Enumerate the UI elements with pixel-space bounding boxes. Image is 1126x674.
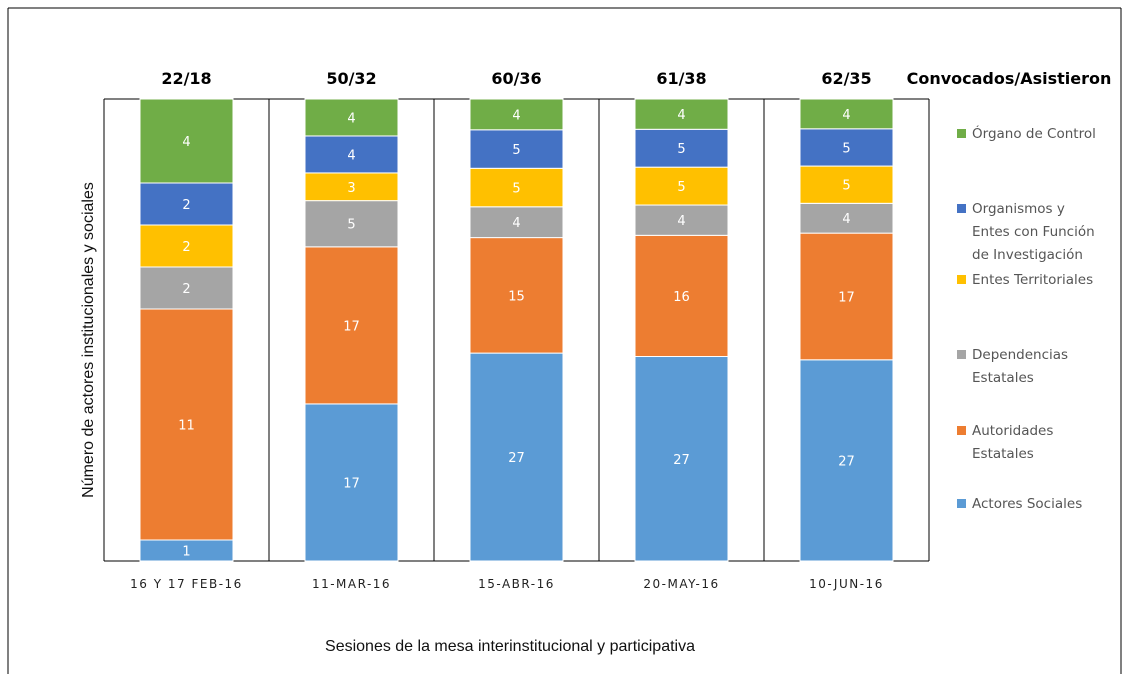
bar-value-label: 15 — [508, 289, 525, 304]
x-tick-label: 15-ABR-16 — [478, 577, 555, 591]
legend: Órgano de Control Organismos y Entes con F… — [957, 124, 1096, 512]
x-tick-labels: 16 Y 17 FEB-16 11-MAR-16 15-ABR-16 20-MAY-1… — [130, 577, 884, 591]
legend-label: Órgano de Control — [972, 124, 1096, 142]
bar-value-label: 17 — [343, 319, 360, 334]
bar-segment — [469, 206, 564, 239]
bar-segment — [634, 356, 729, 562]
bar-value-label: 4 — [677, 214, 685, 229]
bar-segment — [799, 232, 894, 361]
legend-label: Actores Sociales — [972, 496, 1082, 512]
x-axis-title: Sesiones de la mesa interinstitucional y… — [325, 638, 695, 655]
bar-segment — [469, 167, 564, 208]
totals-layer: 22/18 50/32 60/36 61/38 62/35 — [161, 69, 871, 88]
legend-label: Entes Territoriales — [972, 272, 1093, 288]
bar-segment — [139, 308, 234, 541]
legend-swatch — [957, 204, 966, 213]
bar-value-label: 5 — [512, 182, 520, 197]
bar-segment — [634, 204, 729, 236]
bar-segment — [634, 234, 729, 358]
bar-value-label: 2 — [182, 240, 190, 255]
bar-segment — [304, 200, 399, 248]
bar-segment — [139, 266, 234, 310]
legend-label: Estatales — [972, 446, 1034, 462]
bar-value-label: 5 — [677, 180, 685, 195]
x-tick-label: 11-MAR-16 — [312, 577, 391, 591]
bar-segment — [304, 246, 399, 405]
legend-swatch — [957, 499, 966, 508]
bar-value-label: 5 — [512, 143, 520, 158]
bar-segment — [304, 98, 399, 137]
legend-label: Estatales — [972, 370, 1034, 386]
bar-segment — [139, 224, 234, 268]
convocados-asistieron-label: 50/32 — [326, 69, 376, 88]
bar-segment — [634, 98, 729, 130]
bar-value-label: 5 — [842, 179, 850, 194]
bar-value-label: 27 — [673, 453, 690, 468]
bar-segment — [469, 352, 564, 562]
legend-swatch — [957, 350, 966, 359]
convocados-asistieron-label: 61/38 — [656, 69, 706, 88]
bar-value-label: 4 — [347, 111, 355, 126]
bar-value-label: 4 — [842, 108, 850, 123]
bar-value-label: 3 — [347, 181, 355, 196]
bar-segment — [304, 172, 399, 202]
legend-label: Autoridades — [972, 423, 1053, 439]
bar-segment — [799, 165, 894, 204]
legend-label: Entes con Función — [972, 224, 1095, 240]
bar-segment — [469, 129, 564, 169]
bar-segment — [139, 182, 234, 226]
bar-value-label: 4 — [842, 212, 850, 227]
bar-segment — [304, 135, 399, 174]
legend-label: Organismos y — [972, 201, 1065, 217]
bar-segment — [799, 128, 894, 167]
bar-value-label: 5 — [677, 142, 685, 157]
bar-value-label: 5 — [842, 141, 850, 156]
y-axis-title: Número de actores institucionales y soci… — [80, 182, 97, 498]
legend-swatch — [957, 426, 966, 435]
bar-segment — [139, 98, 234, 184]
x-tick-label: 10-JUN-16 — [809, 577, 884, 591]
bar-value-label: 27 — [838, 454, 855, 469]
bar-value-label: 2 — [182, 282, 190, 297]
bar-value-label: 17 — [838, 290, 855, 305]
bar-value-label: 2 — [182, 198, 190, 213]
bar-value-label: 17 — [343, 476, 360, 491]
x-tick-label: 16 Y 17 FEB-16 — [130, 577, 243, 591]
bar-value-label: 4 — [512, 108, 520, 123]
legend-label: de Investigación — [972, 247, 1083, 263]
totals-header: Convocados/Asistieron — [907, 69, 1112, 88]
bar-segment — [469, 237, 564, 354]
bar-value-label: 11 — [178, 419, 195, 434]
bar-value-label: 1 — [182, 545, 190, 560]
bar-value-label: 4 — [512, 216, 520, 231]
x-tick-label: 20-MAY-16 — [643, 577, 719, 591]
bar-segment — [799, 359, 894, 562]
convocados-asistieron-label: 60/36 — [491, 69, 541, 88]
bar-value-label: 4 — [182, 135, 190, 150]
bar-segment — [799, 98, 894, 130]
legend-swatch — [957, 275, 966, 284]
legend-swatch — [957, 129, 966, 138]
convocados-asistieron-label: 62/35 — [821, 69, 871, 88]
bar-value-label: 4 — [677, 108, 685, 123]
legend-label: Dependencias — [972, 347, 1068, 363]
bar-segment — [304, 403, 399, 562]
bar-value-label: 5 — [347, 218, 355, 233]
bar-value-label: 16 — [673, 290, 690, 305]
bar-segment — [469, 98, 564, 131]
bar-segment — [799, 202, 894, 234]
bar-value-label: 4 — [347, 148, 355, 163]
convocados-asistieron-label: 22/18 — [161, 69, 211, 88]
bar-value-label: 27 — [508, 451, 525, 466]
